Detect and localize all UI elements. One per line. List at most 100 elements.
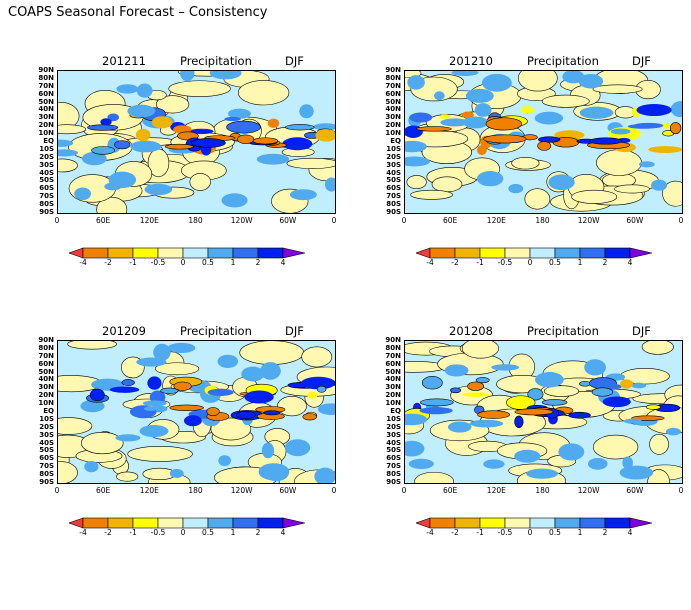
anomaly-region [149, 390, 166, 404]
colorbar-tick-label: 4 [280, 258, 286, 267]
anomaly-region [263, 464, 289, 482]
anomaly-region [115, 434, 141, 442]
latitude-tick-label: EQ [390, 407, 401, 415]
anomaly-region [316, 385, 327, 393]
anomaly-region [419, 407, 453, 415]
anomaly-region [463, 116, 489, 129]
anomaly-region [476, 171, 504, 187]
anomaly-region [67, 341, 117, 350]
anomaly-region [87, 124, 119, 131]
anomaly-region [562, 71, 585, 84]
latitude-tick-label: 30N [385, 383, 401, 392]
figure-title: COAPS Seasonal Forecast – Consistency [8, 5, 268, 20]
anomaly-region [409, 112, 433, 123]
anomaly-region [526, 468, 558, 479]
colorbar-tick-label: 4 [627, 528, 633, 537]
latitude-tick-label: 70N [385, 351, 401, 360]
anomaly-region [633, 122, 664, 129]
colorbar-tick-label: 1 [230, 258, 236, 267]
panel-title-season: DJF [632, 54, 651, 68]
latitude-tick-label: 80S [39, 470, 54, 479]
anomaly-region [241, 366, 265, 382]
latitude-tick-label: 20N [385, 121, 401, 130]
longitude-tick-label: 0 [678, 216, 684, 225]
anomaly-region [285, 124, 315, 131]
anomaly-region [302, 413, 317, 421]
latitude-tick-label: 60S [39, 454, 54, 463]
anomaly-region [578, 73, 604, 89]
latitude-tick-label: 70S [386, 192, 401, 201]
anomaly-region [210, 417, 252, 441]
latitude-tick-label: 90S [39, 208, 54, 216]
anomaly-region [419, 398, 454, 407]
anomaly-region [537, 136, 561, 143]
anomaly-region [286, 157, 335, 169]
colorbar-swatch [157, 247, 184, 259]
colorbar-tick-label: -2 [451, 258, 459, 267]
colorbar [416, 517, 653, 529]
latitude-tick-label: 80N [38, 343, 54, 352]
latitude-tick-label: 90S [386, 208, 401, 216]
latitude-tick-label: 20N [38, 121, 54, 130]
anomaly-region [521, 105, 534, 114]
anomaly-region [638, 161, 655, 168]
anomaly-region [237, 134, 255, 144]
latitude-tick-label: 50N [385, 97, 401, 106]
latitude-tick-label: 70S [386, 462, 401, 471]
latitude-tick-label: 30N [38, 383, 54, 392]
anomaly-region [651, 179, 668, 191]
longitude-tick-label: 180 [188, 486, 203, 495]
anomaly-region [239, 341, 304, 365]
anomaly-region [514, 415, 524, 428]
anomaly-region [237, 80, 290, 106]
colorbar-tick-label: -0.5 [497, 258, 513, 267]
panel-title-variable: Precipitation [180, 324, 252, 338]
anomaly-region [169, 404, 204, 411]
anomaly-region [116, 471, 139, 482]
colorbar-tick-label: 4 [627, 258, 633, 267]
latitude-tick-label: 70S [39, 462, 54, 471]
colorbar-swatch [454, 247, 481, 259]
latitude-tick-label: 10N [38, 129, 54, 138]
anomaly-region [410, 189, 453, 200]
latitude-tick-label: 60S [386, 454, 401, 463]
latitude-tick-label: 60N [385, 359, 401, 368]
anomaly-region [221, 193, 248, 208]
anomaly-region [224, 116, 241, 122]
longitude-tick-label: 0 [678, 486, 684, 495]
colorbar-tick-label: 1 [577, 258, 583, 267]
longitude-tick-label: 60W [279, 216, 297, 225]
anomaly-region [261, 442, 275, 459]
latitude-tick-label: 40S [386, 438, 401, 447]
anomaly-region [476, 145, 487, 156]
colorbar-swatch [529, 517, 556, 529]
latitude-tick-label: 40N [385, 105, 401, 114]
anomaly-region [623, 418, 643, 424]
anomaly-region [541, 399, 568, 406]
colorbar-swatch [182, 517, 209, 529]
anomaly-region [641, 341, 674, 355]
anomaly-region [139, 425, 169, 438]
colorbar-tick-label: 2 [255, 258, 261, 267]
anomaly-region [218, 455, 232, 467]
anomaly-region [153, 343, 171, 361]
longitude-tick-label: 0 [54, 486, 60, 495]
latitude-tick-label: 20S [39, 422, 54, 431]
latitude-tick-label: 10S [39, 414, 54, 423]
latitude-tick-label: 80S [386, 200, 401, 209]
anomaly-region [589, 137, 623, 145]
longitude-tick-label: 180 [535, 216, 550, 225]
anomaly-region [206, 407, 220, 416]
anomaly-region [406, 175, 427, 190]
longitude-tick-label: 120E [486, 486, 506, 495]
panel-title-variable: Precipitation [180, 54, 252, 68]
colorbar-tick-label: -0.5 [150, 258, 166, 267]
latitude-tick-label: 80S [386, 470, 401, 479]
latitude-tick-label: 30N [38, 113, 54, 122]
colorbar-tick-label: -1 [129, 528, 137, 537]
anomaly-region [183, 415, 202, 427]
anomaly-region [541, 94, 590, 108]
longitude-tick-label: 60W [626, 486, 644, 495]
anomaly-region [282, 137, 313, 151]
latitude-tick-label: 20S [39, 152, 54, 161]
